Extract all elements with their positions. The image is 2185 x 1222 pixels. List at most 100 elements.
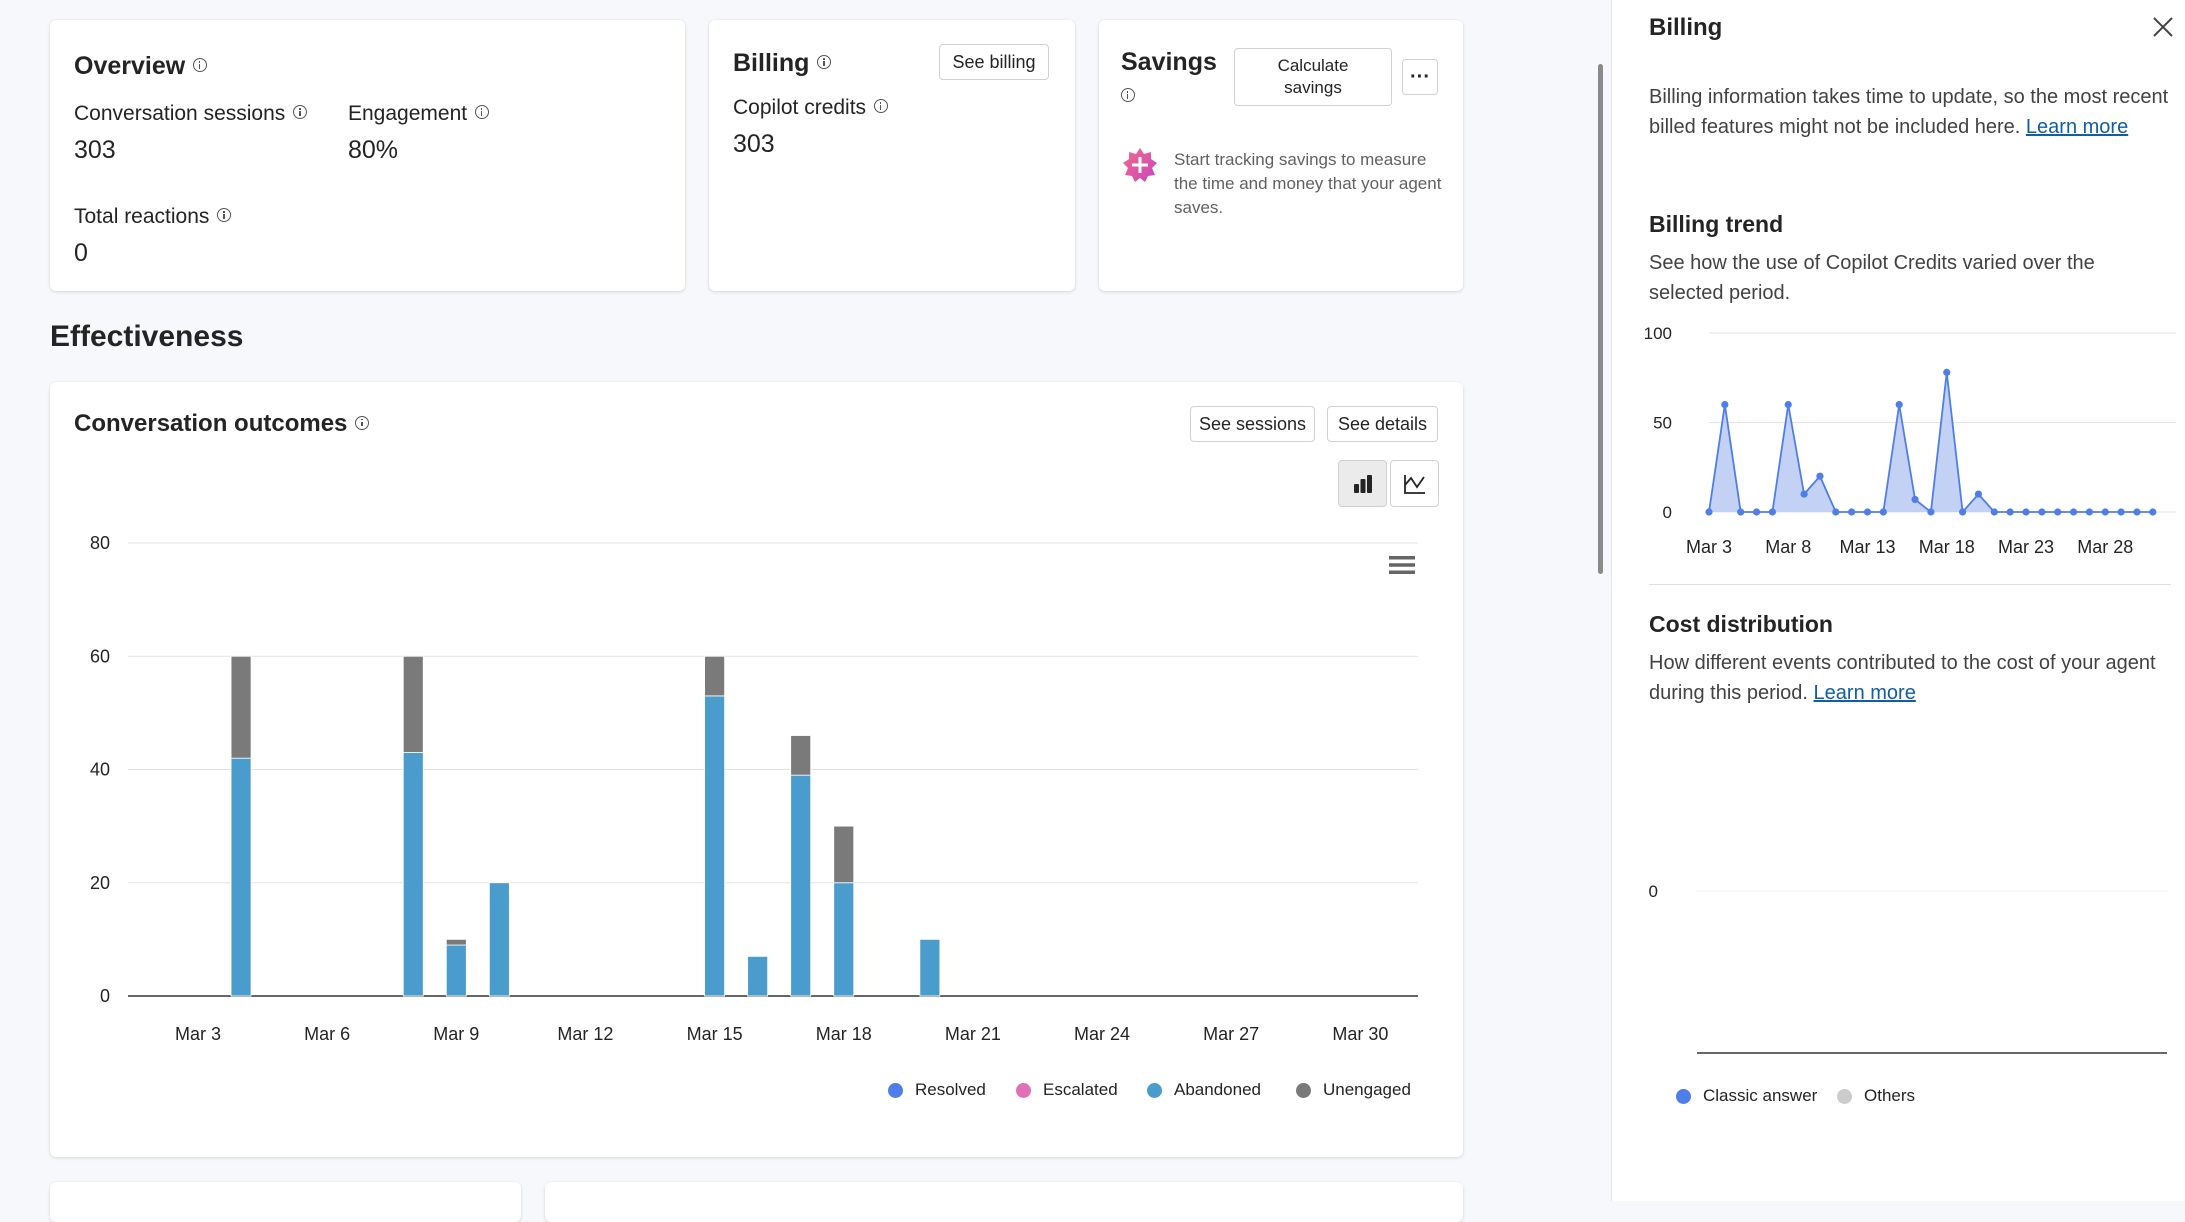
trend-point (2133, 508, 2141, 516)
panel-divider (1649, 584, 2171, 585)
info-icon[interactable] (355, 415, 370, 430)
x-tick-label: Mar 12 (557, 1024, 613, 1044)
bar-unengaged (833, 825, 855, 884)
see-details-button[interactable]: See details (1327, 406, 1438, 442)
legend-dot-abandoned (1147, 1082, 1162, 1098)
cost-distribution-title: Cost distribution (1649, 611, 1833, 637)
calculate-savings-button[interactable]: Calculate savings (1234, 48, 1392, 106)
info-icon[interactable] (217, 208, 232, 223)
trend-point (1943, 368, 1951, 376)
trend-point (2006, 508, 2014, 516)
x-tick-label: Mar 15 (687, 1024, 743, 1044)
credits-value: 303 (733, 130, 775, 158)
info-icon[interactable] (874, 99, 889, 114)
bar-abandoned (704, 695, 725, 997)
area-chart-icon (1403, 474, 1425, 494)
billing-trend-title: Billing trend (1649, 211, 1784, 237)
billing-panel: Billing Billing information takes time t… (1611, 0, 2185, 1201)
trend-point (1800, 490, 1808, 498)
x-tick-label: Mar 30 (1332, 1024, 1388, 1044)
see-billing-button[interactable]: See billing (939, 44, 1049, 80)
legend-dot-escalated (1016, 1082, 1031, 1098)
trend-point (1705, 508, 1713, 516)
sparkle-plus-icon (1123, 148, 1157, 182)
legend-item-escalated[interactable]: Escalated (1016, 1080, 1118, 1100)
bar-unengaged (790, 735, 812, 776)
info-icon[interactable] (293, 105, 308, 120)
cost-distribution-chart: 0 (1649, 882, 2167, 1054)
more-options-button[interactable]: ··· (1402, 59, 1438, 95)
legend-item-classic-answer[interactable]: Classic answer (1676, 1086, 1817, 1106)
trend-point (1974, 490, 1983, 498)
conversation-outcomes-card: Conversation outcomes See sessions See d… (50, 382, 1463, 1157)
metric-label-reactions: Total reactions (74, 205, 232, 229)
trend-x-tick-label: Mar 8 (1765, 537, 1811, 557)
trend-point (1768, 508, 1776, 516)
trend-x-tick-label: Mar 3 (1686, 537, 1732, 557)
trend-point (2101, 508, 2109, 516)
legend-item-resolved[interactable]: Resolved (888, 1080, 986, 1100)
trend-x-tick-label: Mar 28 (2077, 537, 2133, 557)
trend-y-tick-label: 0 (1663, 503, 1672, 522)
y-tick-label: 80 (90, 533, 110, 553)
trend-point (1721, 401, 1729, 409)
close-icon[interactable] (2152, 16, 2174, 38)
legend-item-unengaged[interactable]: Unengaged (1296, 1080, 1411, 1100)
billing-card: Billing See billing Copilot credits 303 (709, 20, 1075, 291)
panel-title: Billing (1649, 14, 1723, 41)
trend-point (1816, 472, 1824, 480)
trend-point (1990, 508, 1998, 516)
trend-point (2149, 508, 2157, 516)
info-icon[interactable] (817, 55, 832, 70)
bar-abandoned (230, 757, 252, 997)
chart-menu-icon[interactable] (1388, 554, 1416, 576)
legend-dot-unengaged (1296, 1082, 1311, 1098)
overview-card: Overview Conversation sessions 303 Engag… (50, 20, 685, 291)
see-sessions-button[interactable]: See sessions (1190, 406, 1315, 442)
info-icon[interactable] (193, 58, 208, 73)
trend-point (2022, 508, 2030, 516)
trend-point (1895, 401, 1903, 409)
billing-card-title: Billing (733, 49, 832, 78)
savings-description: Start tracking savings to measure the ti… (1174, 150, 1442, 217)
y-tick-label: 60 (90, 646, 110, 666)
bar-abandoned (833, 882, 855, 997)
trend-x-tick-label: Mar 23 (1998, 537, 2054, 557)
panel-info-text: Billing information takes time to update… (1649, 86, 2169, 138)
bar-unengaged (445, 938, 467, 946)
learn-more-link[interactable]: Learn more (2025, 116, 2129, 138)
metric-label-sessions: Conversation sessions (74, 102, 308, 126)
trend-y-tick-label: 50 (1653, 414, 1672, 433)
trend-point (1737, 508, 1745, 516)
bar-abandoned (488, 882, 510, 997)
trend-point (2117, 508, 2125, 516)
billing-trend-desc: See how the use of Copilot Credits varie… (1649, 252, 2095, 304)
trend-point (1959, 508, 1967, 516)
line-chart-toggle[interactable] (1390, 460, 1439, 507)
bottom-card-left (50, 1182, 521, 1222)
trend-point (1927, 508, 1935, 516)
legend-item-abandoned[interactable]: Abandoned (1147, 1080, 1261, 1100)
outcomes-title: Conversation outcomes (74, 410, 370, 438)
info-icon[interactable] (1121, 88, 1135, 102)
scrollbar-thumb[interactable] (1598, 64, 1603, 574)
cost-learn-more-link[interactable]: Learn more (1813, 682, 1916, 704)
savings-card: Savings Calculate savings ··· Start trac… (1099, 20, 1463, 291)
hamburger-menu-icon (1389, 556, 1415, 574)
legend-item-others[interactable]: Others (1837, 1086, 1915, 1106)
cost-distribution-desc: How different events contributed to the … (1649, 652, 2156, 704)
y-tick-label: 40 (90, 760, 110, 780)
cost-y-tick-label: 0 (1649, 882, 1658, 901)
bar-abandoned (402, 752, 424, 997)
trend-point (2038, 508, 2046, 516)
trend-point (1832, 508, 1840, 516)
bar-chart-toggle[interactable] (1338, 460, 1387, 507)
x-tick-label: Mar 24 (1074, 1024, 1130, 1044)
info-icon[interactable] (475, 105, 490, 120)
bar-unengaged (230, 655, 252, 759)
trend-point (2085, 508, 2093, 516)
trend-point (1879, 508, 1887, 516)
trend-x-tick-label: Mar 18 (1919, 537, 1975, 557)
x-tick-label: Mar 6 (304, 1024, 350, 1044)
bar-chart-icon (1353, 474, 1372, 493)
